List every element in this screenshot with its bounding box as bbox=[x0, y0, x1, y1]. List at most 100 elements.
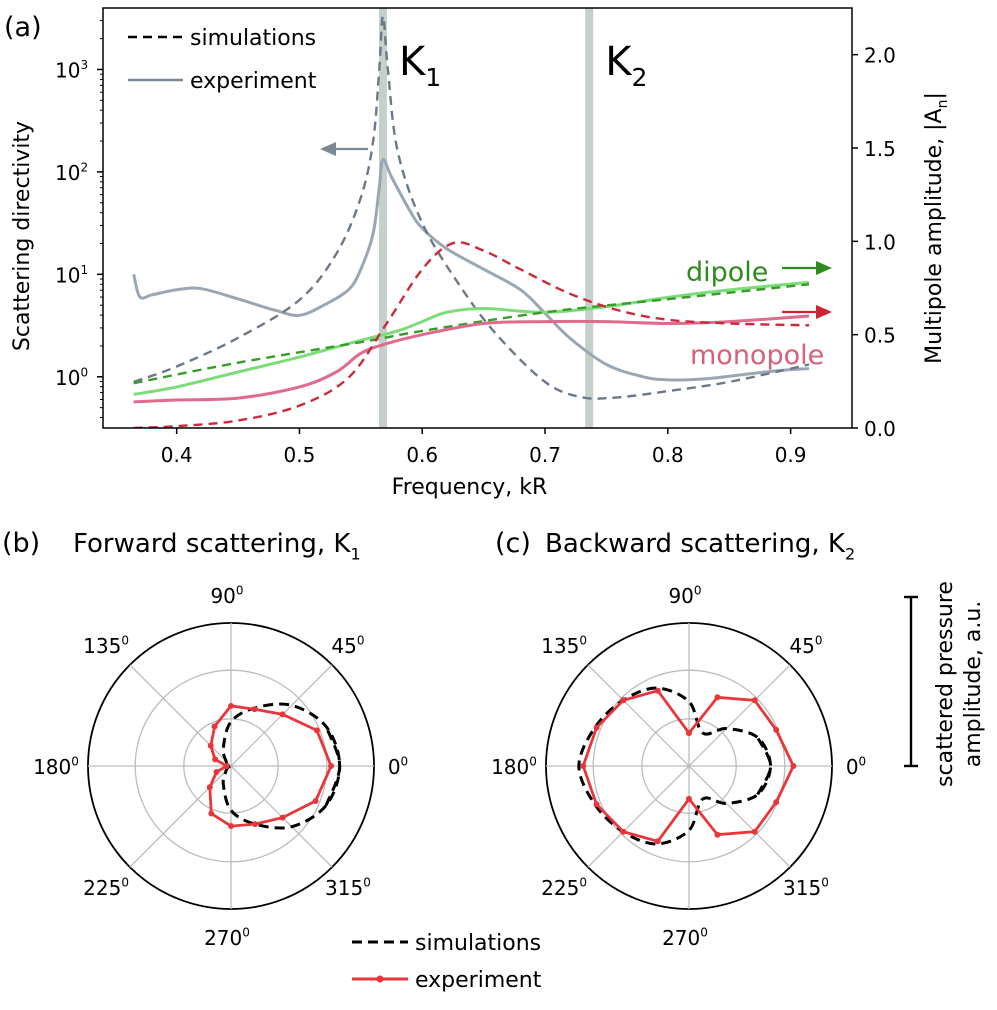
polar-point bbox=[206, 784, 213, 791]
marker-band-k1 bbox=[378, 8, 387, 428]
polar-point bbox=[686, 795, 692, 802]
polar-point bbox=[714, 831, 721, 838]
marker-band-k2 bbox=[585, 8, 594, 428]
polar-angle-label: 450 bbox=[331, 634, 364, 658]
polar-point bbox=[328, 763, 335, 769]
polar-point bbox=[207, 742, 214, 749]
x-tick-label: 0.7 bbox=[529, 443, 561, 467]
series-line-directivity-simulations bbox=[133, 14, 810, 400]
x-tick-label: 0.4 bbox=[161, 443, 193, 467]
polar-angle-label: 1350 bbox=[541, 634, 587, 658]
x-tick-label: 0.6 bbox=[406, 443, 438, 467]
panel-label-a: (a) bbox=[4, 12, 42, 43]
polar-point bbox=[580, 763, 587, 769]
series-line-directivity-experiment bbox=[132, 158, 810, 382]
legend-a-label-0: simulations bbox=[190, 26, 316, 51]
panel-label-b: (b) bbox=[2, 528, 40, 559]
polar-spoke bbox=[129, 664, 232, 767]
arrow-monopole-head bbox=[816, 305, 832, 319]
series-line-monopole-experiment bbox=[133, 314, 810, 404]
polar-spoke bbox=[587, 765, 690, 868]
polar-point bbox=[593, 801, 600, 808]
bottom-legend-label-0: simulations bbox=[415, 931, 541, 956]
polar-point bbox=[686, 730, 692, 737]
x-tick-label: 0.9 bbox=[775, 443, 807, 467]
polar-spoke bbox=[688, 664, 791, 767]
polar-spoke bbox=[688, 765, 791, 868]
polar-angle-label: 2700 bbox=[204, 926, 250, 950]
polar-point bbox=[251, 706, 258, 713]
polar-title-b: Forward scattering, K1 bbox=[73, 529, 361, 563]
y-left-tick-label: 100 bbox=[55, 365, 88, 389]
legend-a-label-1: experiment bbox=[190, 69, 317, 94]
marker-label-k2: K2 bbox=[605, 39, 647, 92]
polar-point bbox=[223, 763, 230, 769]
y-right-tick-label: 1.5 bbox=[864, 137, 896, 161]
polar-angle-label: 900 bbox=[210, 584, 243, 608]
bottom-legend-marker bbox=[376, 975, 384, 983]
polar-angle-label: 2250 bbox=[83, 876, 129, 900]
x-tick-label: 0.8 bbox=[652, 443, 684, 467]
polar-angle-label: 00 bbox=[388, 755, 408, 779]
polar-point bbox=[213, 769, 220, 776]
polar-angle-label: 2250 bbox=[541, 876, 587, 900]
arrow-directivity-head bbox=[320, 142, 336, 156]
y-right-tick-label: 0.5 bbox=[864, 324, 896, 348]
scale-bar-label-1: scattered pressure bbox=[933, 581, 958, 787]
scale-bar: scattered pressure amplitude, a.u. bbox=[904, 581, 986, 787]
polar-point bbox=[279, 814, 286, 821]
series-line-dipole-simulations bbox=[133, 283, 810, 385]
y-left-tick-label: 103 bbox=[55, 58, 88, 82]
series-line-dipole-experiment bbox=[133, 280, 810, 396]
annotation-monopole: monopole bbox=[690, 340, 824, 371]
polar-point bbox=[773, 726, 780, 733]
polar-point bbox=[714, 694, 721, 701]
polar-spoke bbox=[587, 664, 690, 767]
polar-point bbox=[654, 838, 661, 845]
polar-point bbox=[211, 723, 218, 730]
polar-point bbox=[654, 687, 661, 694]
x-tick-label: 0.5 bbox=[284, 443, 316, 467]
polar-angle-label: 3150 bbox=[325, 876, 371, 900]
y-right-tick-label: 2.0 bbox=[864, 44, 896, 68]
polar-angle-label: 2700 bbox=[662, 926, 708, 950]
polar-angle-label: 00 bbox=[846, 755, 866, 779]
bottom-legend: simulations experiment bbox=[352, 931, 542, 993]
polar-point bbox=[790, 763, 797, 769]
arrow-dipole-head bbox=[816, 261, 832, 275]
polar-angle-label: 1800 bbox=[33, 755, 79, 779]
polar-point bbox=[208, 810, 215, 817]
polar-point bbox=[313, 727, 320, 734]
polar-angle-label: 1800 bbox=[491, 755, 537, 779]
polar-series-simulations bbox=[221, 702, 342, 830]
polar-point bbox=[212, 756, 219, 763]
panel-c: (c) Backward scattering, K2 00 450 900 1350 18… bbox=[491, 528, 866, 950]
polar-angle-label: 1350 bbox=[83, 634, 129, 658]
polar-spoke bbox=[129, 765, 232, 868]
polar-point bbox=[228, 702, 234, 709]
polar-point bbox=[279, 711, 286, 718]
panel-label-c: (c) bbox=[495, 528, 531, 559]
polar-point bbox=[620, 697, 627, 704]
polar-title-c: Backward scattering, K2 bbox=[545, 529, 855, 563]
series-line-monopole-simulations bbox=[133, 241, 810, 428]
polar-angle-label: 900 bbox=[668, 584, 701, 608]
series-group bbox=[132, 14, 810, 428]
polar-point bbox=[751, 828, 758, 835]
x-axis-label: Frequency, kR bbox=[392, 475, 548, 500]
polar-point bbox=[312, 798, 319, 805]
axes-frame-a bbox=[102, 7, 853, 429]
polar-series-simulations bbox=[577, 686, 773, 846]
polar-point bbox=[751, 697, 758, 704]
polar-angle-label: 3150 bbox=[783, 876, 829, 900]
y-right-tick-label: 0.0 bbox=[864, 417, 896, 441]
bottom-legend-label-1: experiment bbox=[415, 968, 542, 993]
y-right-tick-label: 1.0 bbox=[864, 230, 896, 254]
y-left-tick-label: 102 bbox=[55, 161, 88, 185]
y-left-axis-label: Scattering directivity bbox=[10, 121, 35, 351]
y-right-axis-label: Multipole amplitude, |An| bbox=[922, 92, 951, 364]
polar-point bbox=[228, 823, 234, 830]
polar-point bbox=[252, 821, 259, 828]
panel-b: (b) Forward scattering, K1 00 450 900 1350 180… bbox=[2, 528, 408, 950]
